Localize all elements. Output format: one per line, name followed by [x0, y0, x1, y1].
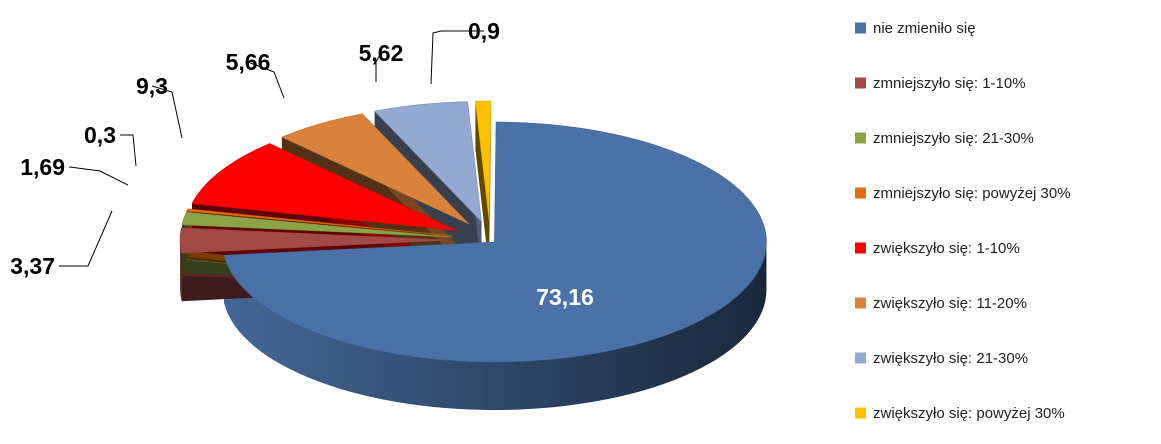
legend-label-8: zwiększyło się: powyżej 30%: [873, 405, 1065, 422]
legend-swatch-7: [855, 352, 866, 364]
pie-slice-7: [374, 101, 482, 223]
legend-item-2: zmniejszyło się: 1-10%: [855, 75, 1026, 92]
legend-item-6: zwiększyło się: 11-20%: [855, 295, 1027, 312]
legend: nie zmieniło się zmniejszyło się: 1-10% zm…: [855, 20, 1071, 422]
legend-label-4: zmniejszyło się: powyżej 30%: [873, 185, 1071, 202]
leader-lines: [59, 30, 484, 267]
legend-swatch-5: [855, 242, 866, 254]
pie-slice-1: [223, 121, 767, 363]
legend-swatch-4: [855, 187, 866, 199]
data-label-6: 5,66: [226, 49, 271, 75]
legend-item-1: nie zmieniło się: [855, 20, 976, 37]
slice-outer-wall-1: [224, 242, 767, 411]
pie-slice-5: [191, 143, 458, 231]
pie-slice-2: [179, 227, 453, 254]
legend-swatch-6: [855, 297, 866, 309]
legend-label-7: zwiększyło się: 21-30%: [873, 350, 1028, 367]
pie-slice-4: [186, 208, 453, 237]
legend-item-7: zwiększyło się: 21-30%: [855, 350, 1028, 367]
data-label-2: 3,37: [10, 253, 55, 279]
legend-item-3: zmniejszyło się: 21-30%: [855, 130, 1034, 147]
legend-item-4: zmniejszyło się: powyżej 30%: [855, 185, 1071, 202]
data-label-7: 5,62: [359, 40, 404, 66]
data-labels: 73,16 3,37 1,69 0,3 9,3 5,66 5,62 0,9: [10, 18, 594, 310]
legend-item-8: zwiększyło się: powyżej 30%: [855, 405, 1065, 422]
data-label-8: 0,9: [468, 18, 500, 44]
pie-slice-6: [281, 113, 470, 225]
leader-line-8: [430, 30, 484, 85]
leader-line-2: [59, 210, 113, 267]
slices-layer: [179, 100, 767, 411]
slice-outer-wall-2: [180, 240, 182, 302]
leader-line-4: [120, 134, 137, 167]
legend-swatch-3: [855, 132, 866, 144]
legend-label-6: zwiększyło się: 11-20%: [873, 295, 1027, 312]
leader-line-7: [375, 52, 382, 82]
leader-line-5: [151, 85, 183, 139]
legend-label-5: zwiększyło się: 1-10%: [873, 240, 1020, 257]
legend-label-3: zmniejszyło się: 21-30%: [873, 130, 1034, 147]
leader-line-6: [247, 61, 285, 99]
legend-label-1: nie zmieniło się: [873, 20, 976, 37]
legend-swatch-2: [855, 77, 866, 89]
legend-swatch-1: [855, 22, 866, 34]
pie-slice-3: [181, 211, 453, 238]
data-label-5: 9,3: [136, 73, 168, 99]
data-label-3: 1,69: [20, 154, 65, 180]
data-label-4: 0,3: [84, 122, 116, 148]
legend-label-2: zmniejszyło się: 1-10%: [873, 75, 1026, 92]
legend-item-5: zwiększyło się: 1-10%: [855, 240, 1020, 257]
legend-swatch-8: [855, 407, 866, 419]
slice-wall-8-start: [475, 101, 490, 270]
data-label-1: 73,16: [536, 284, 594, 310]
pie-slice-8: [475, 100, 492, 222]
leader-line-3: [69, 166, 129, 186]
